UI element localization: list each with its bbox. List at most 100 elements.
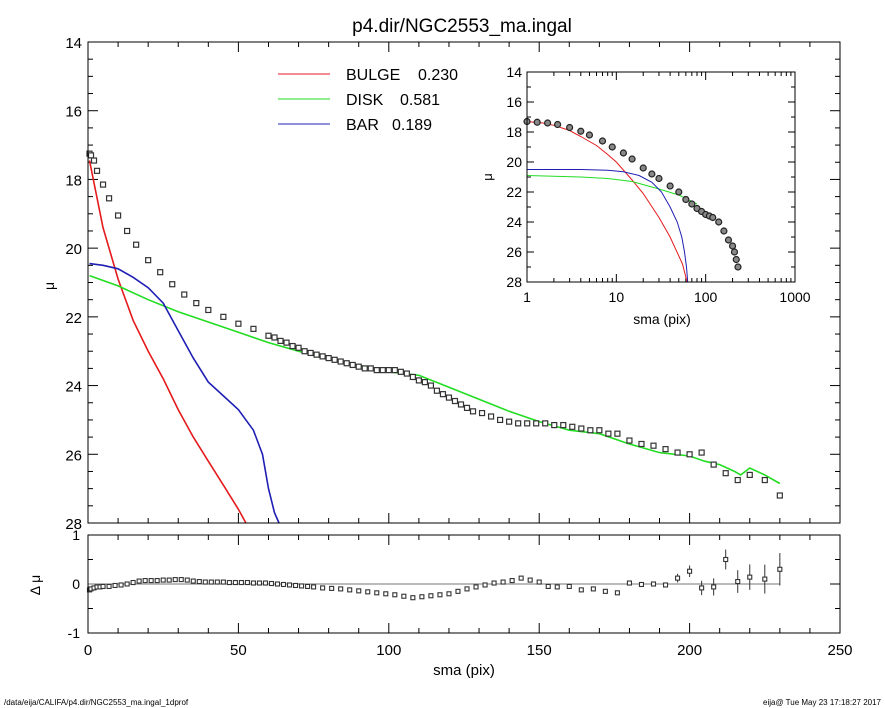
main-data-point [337,358,344,365]
residual-data-point [675,575,681,581]
main-data-point [277,337,284,345]
inset-xtick-label: 10 [609,289,625,305]
residual-xtick-label: 50 [230,642,247,659]
residual-data-point [638,581,645,588]
residual-data-point [148,578,154,584]
residual-data-point [614,590,620,596]
main-data-point [295,344,302,351]
residual-xtick-label: 150 [527,642,552,659]
inset-data-point [732,255,740,264]
main-data-point [469,408,477,415]
residual-data-point [662,582,669,588]
residual-data-point [112,582,118,589]
residual-data-point [244,579,250,586]
inset-data-point [608,143,616,151]
main-data-point [524,420,531,427]
main-data-point [698,449,705,456]
inset-data-point [577,127,585,135]
main-data-point [433,387,441,394]
main-data-point [271,334,278,341]
main-data-point [355,363,362,370]
inset-data-point [598,137,607,145]
residual-data-point [590,586,596,592]
residual-data-point [777,566,783,572]
inset-data-point [648,170,656,178]
legend-value-disk: 0.581 [400,92,440,109]
main-data-point [220,313,227,320]
main-data-point [385,367,392,374]
main-data-point [250,325,257,332]
main-data-point [776,492,783,499]
main-series-disk-line [89,274,781,485]
inset-data-point [566,123,574,132]
main-data-point [515,420,522,427]
main-series-bar-line [89,262,280,524]
residual-data-point [509,578,515,584]
main-data-point [325,354,332,362]
residual-data-point [747,574,753,580]
main-data-point [451,397,459,405]
main-data-point [650,442,657,449]
main-data-point [93,167,101,174]
inset-data-point [655,174,663,183]
residual-data-point [274,581,281,587]
residual-data-point [428,593,434,599]
inset-ytick-label: 28 [506,274,522,290]
main-data-point [145,257,152,264]
residual-data-point [410,595,416,601]
main-data-point [133,241,140,248]
main-data-point [157,269,164,276]
inset-data-point [734,263,742,271]
residual-data-point [347,587,353,593]
inset-panel: 14 16 18 20 22 24 26 281 10 100 1000 μ sma (pix) [480,64,811,327]
main-ytick-label: 28 [65,516,82,533]
inset-data-point [724,236,733,244]
residual-data-point [238,579,244,586]
figure-title: p4.dir/NGC2553_ma.ingal [352,16,572,37]
residual-data-point [602,588,608,594]
residual-data-point [711,584,717,590]
residual-data-point [491,580,497,586]
main-data-point [105,195,113,202]
main-data-point [569,423,576,430]
main-data-point [710,461,717,468]
residual-xtick-label: 200 [677,642,702,659]
residual-data-point [220,579,226,585]
main-data-point [496,416,504,424]
footer-path: /data/eija/CALIFA/p4.dir/NGC2553_ma.inga… [4,698,189,707]
main-data-point [313,351,320,358]
residual-data-point [464,586,470,592]
legend: BULGE 0.230 DISK 0.581 BAR 0.189 [278,67,458,134]
main-data-point [596,427,603,434]
main-data-point [626,437,633,444]
main-data-point [722,470,729,477]
main-data-point [409,373,416,381]
main-data-point [87,152,95,159]
residual-xtick-label: 100 [376,642,401,659]
residual-data-point [723,556,729,563]
residual-data-point [311,584,317,590]
residual-data-point [356,588,362,594]
residual-ytick-label: 0 [72,576,80,592]
residual-data-point [190,578,196,584]
main-data-point [542,420,549,427]
residual-data-point [365,589,371,595]
residual-data-point [202,579,208,585]
main-panel: 14 16 18 20 22 24 26 28 μ BULGE 0.230 DISK 0.581 BA… [41,35,841,533]
main-data-point [331,356,338,363]
inset-data-point [666,182,674,190]
residual-data-point [554,584,560,590]
residual-data-point [256,580,263,586]
inset-data-point [720,227,728,235]
residual-data-point [293,582,299,589]
main-data-point [361,365,368,372]
residual-data-point [687,568,693,574]
residual-data-point [214,579,220,585]
inset-ytick-label: 14 [506,64,522,80]
residual-data-point [100,583,106,590]
residual-data-point [130,579,136,586]
inset-data-point [533,118,541,126]
inset-data-point [619,149,628,157]
residual-data-point [208,579,214,585]
